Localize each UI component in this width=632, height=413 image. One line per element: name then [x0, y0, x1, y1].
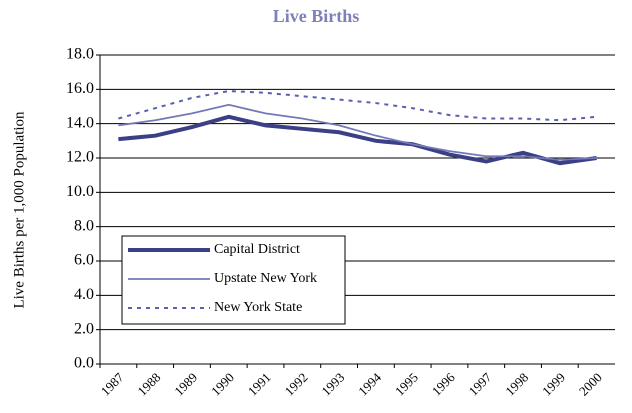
x-tick-label: 1996 — [429, 369, 458, 398]
x-tick-label: 1987 — [98, 369, 127, 398]
y-tick-label: 8.0 — [74, 217, 94, 234]
x-tick-label: 1994 — [355, 369, 384, 398]
x-tick-label: 2000 — [576, 370, 605, 399]
series-line — [118, 90, 597, 122]
x-tick-label: 1990 — [208, 370, 237, 399]
y-tick-label: 14.0 — [66, 114, 94, 131]
x-tick-label: 1993 — [318, 370, 347, 399]
y-tick-label: 4.0 — [74, 286, 94, 303]
y-tick-label: 18.0 — [66, 46, 94, 63]
x-tick-label: 1992 — [282, 370, 311, 399]
x-tick-label: 1989 — [171, 370, 200, 399]
x-tick-label: 1998 — [502, 370, 531, 399]
y-tick-label: 10.0 — [66, 183, 94, 200]
x-tick-label: 1995 — [392, 370, 421, 399]
series-line — [118, 114, 597, 166]
legend-label: New York State — [214, 300, 302, 315]
x-tick-label: 1997 — [465, 369, 494, 398]
y-tick-label: 2.0 — [74, 320, 94, 337]
chart-title: Live Births — [273, 6, 360, 26]
legend-label: Capital District — [214, 242, 300, 257]
x-tick-label: 1988 — [134, 370, 163, 399]
legend-label: Upstate New York — [214, 271, 317, 286]
y-tick-label: 12.0 — [66, 149, 94, 166]
y-tick-label: 0.0 — [74, 355, 94, 372]
y-tick-label: 6.0 — [74, 252, 94, 269]
y-tick-label: 16.0 — [66, 80, 94, 97]
x-tick-label: 1999 — [539, 370, 568, 399]
x-tick-label: 1991 — [245, 370, 274, 399]
series-line — [118, 103, 597, 161]
y-axis-label: Live Births per 1,000 Population — [11, 111, 27, 309]
